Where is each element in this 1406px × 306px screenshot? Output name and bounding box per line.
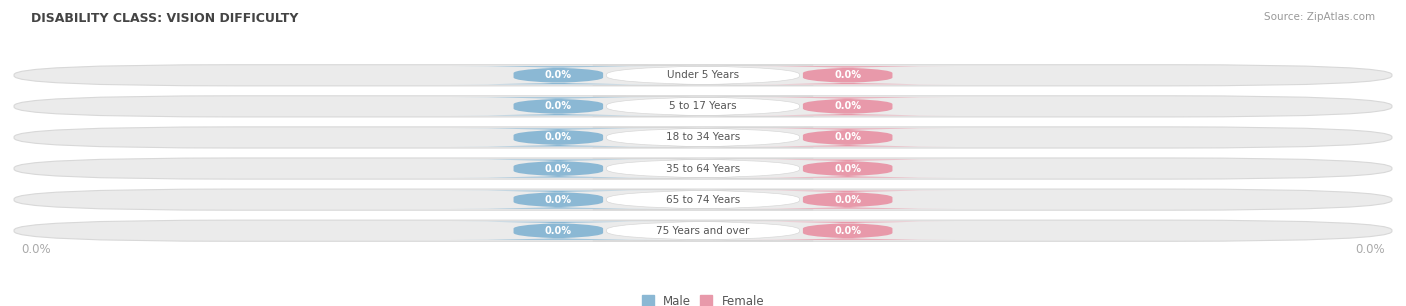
FancyBboxPatch shape — [14, 158, 1392, 179]
FancyBboxPatch shape — [593, 189, 813, 210]
FancyBboxPatch shape — [741, 159, 955, 177]
Text: 0.0%: 0.0% — [21, 243, 51, 256]
FancyBboxPatch shape — [14, 96, 1392, 117]
FancyBboxPatch shape — [593, 158, 813, 179]
FancyBboxPatch shape — [451, 66, 665, 84]
FancyBboxPatch shape — [14, 65, 1392, 86]
Text: Source: ZipAtlas.com: Source: ZipAtlas.com — [1264, 12, 1375, 22]
FancyBboxPatch shape — [593, 96, 813, 117]
Text: 0.0%: 0.0% — [834, 195, 862, 205]
Text: 5 to 17 Years: 5 to 17 Years — [669, 101, 737, 111]
FancyBboxPatch shape — [741, 97, 955, 115]
Text: 0.0%: 0.0% — [834, 101, 862, 111]
FancyBboxPatch shape — [451, 159, 665, 177]
Text: 0.0%: 0.0% — [834, 226, 862, 236]
Text: 0.0%: 0.0% — [544, 101, 572, 111]
FancyBboxPatch shape — [741, 66, 955, 84]
Text: 0.0%: 0.0% — [544, 226, 572, 236]
Text: 65 to 74 Years: 65 to 74 Years — [666, 195, 740, 205]
Text: DISABILITY CLASS: VISION DIFFICULTY: DISABILITY CLASS: VISION DIFFICULTY — [31, 12, 298, 25]
FancyBboxPatch shape — [14, 220, 1392, 241]
Text: Under 5 Years: Under 5 Years — [666, 70, 740, 80]
FancyBboxPatch shape — [451, 97, 665, 115]
FancyBboxPatch shape — [14, 127, 1392, 148]
FancyBboxPatch shape — [451, 191, 665, 209]
FancyBboxPatch shape — [451, 129, 665, 147]
FancyBboxPatch shape — [741, 222, 955, 240]
Text: 35 to 64 Years: 35 to 64 Years — [666, 163, 740, 174]
FancyBboxPatch shape — [593, 127, 813, 148]
Legend: Male, Female: Male, Female — [641, 295, 765, 306]
Text: 75 Years and over: 75 Years and over — [657, 226, 749, 236]
FancyBboxPatch shape — [14, 189, 1392, 210]
FancyBboxPatch shape — [593, 65, 813, 86]
FancyBboxPatch shape — [741, 129, 955, 147]
FancyBboxPatch shape — [593, 220, 813, 241]
Text: 0.0%: 0.0% — [544, 132, 572, 143]
Text: 0.0%: 0.0% — [834, 163, 862, 174]
FancyBboxPatch shape — [451, 222, 665, 240]
Text: 0.0%: 0.0% — [1355, 243, 1385, 256]
Text: 0.0%: 0.0% — [544, 70, 572, 80]
Text: 0.0%: 0.0% — [834, 132, 862, 143]
Text: 0.0%: 0.0% — [544, 163, 572, 174]
FancyBboxPatch shape — [741, 191, 955, 209]
Text: 0.0%: 0.0% — [544, 195, 572, 205]
Text: 18 to 34 Years: 18 to 34 Years — [666, 132, 740, 143]
Text: 0.0%: 0.0% — [834, 70, 862, 80]
